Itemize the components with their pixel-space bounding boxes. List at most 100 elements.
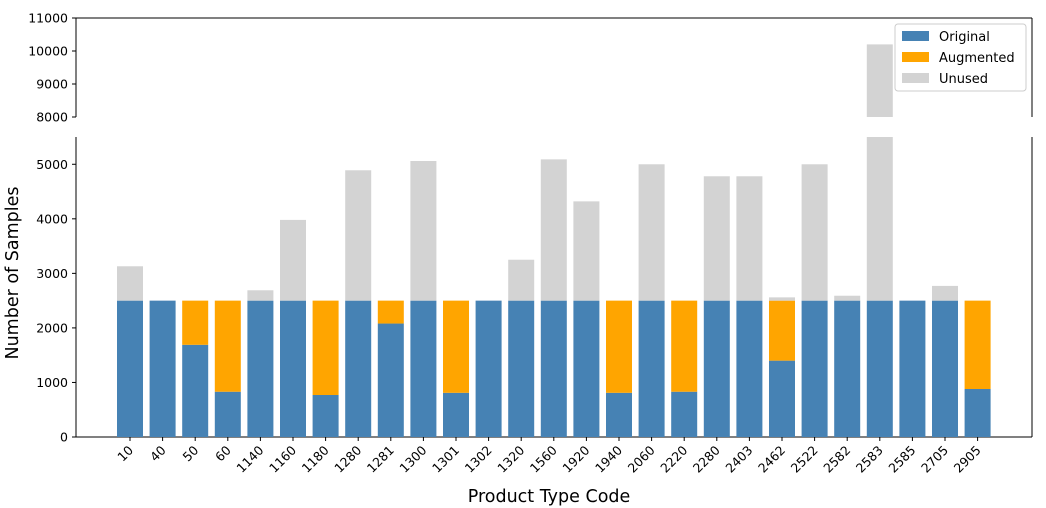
x-tick-label: 1320 <box>494 442 527 475</box>
legend: Original Augmented Unused <box>894 23 1027 92</box>
bar-unused-2403 <box>736 176 763 301</box>
bar-unused-2060 <box>638 164 665 301</box>
bar-unused-1300 <box>410 161 437 301</box>
bar-unused-1160 <box>280 219 306 301</box>
bar-original-60 <box>214 391 241 437</box>
bar-unused-10 <box>117 266 143 301</box>
x-tick-label: 2522 <box>788 443 821 476</box>
x-tick-label: 2280 <box>690 442 723 475</box>
bar-unused-2280 <box>703 176 730 301</box>
x-tick-label: 1140 <box>233 442 266 475</box>
upper-axes <box>75 17 1033 117</box>
bar-original-1940 <box>606 392 632 437</box>
bar-original-2583 <box>866 300 893 437</box>
x-axis-title: Product Type Code <box>468 487 631 507</box>
x-tick-label: 2585 <box>885 443 918 476</box>
bar-original-2220 <box>671 391 698 437</box>
bar-unused-2462 <box>769 297 795 301</box>
x-tick-label: 10 <box>114 442 136 464</box>
bar-augmented-2905 <box>964 300 991 389</box>
y-tick-label: 10000 <box>28 44 68 59</box>
bar-augmented-1940 <box>606 300 632 393</box>
y-tick-label: 2000 <box>36 320 68 335</box>
legend-label-unused: Unused <box>939 72 988 87</box>
y-ticks-group: 8000 9000 10000 11000 0 1000 2000 3000 4000 5000 <box>28 11 76 445</box>
bar-unused-2522 <box>801 164 828 301</box>
x-tick-label: 1301 <box>429 443 462 476</box>
bar-original-1560 <box>540 300 567 437</box>
x-tick-label: 1280 <box>331 442 364 475</box>
bar-original-50 <box>182 344 209 437</box>
y-tick-label: 4000 <box>36 211 68 226</box>
y-tick-label: 3000 <box>36 266 68 281</box>
bar-original-1160 <box>280 300 306 437</box>
x-tick-label: 1940 <box>592 442 625 475</box>
x-tick-label: 1302 <box>462 443 495 476</box>
bar-original-1300 <box>410 300 437 437</box>
bar-original-1920 <box>573 300 600 437</box>
bar-augmented-1180 <box>312 300 339 395</box>
bar-augmented-50 <box>182 300 209 345</box>
y-tick-label: 11000 <box>28 11 68 26</box>
x-tick-label: 2403 <box>722 443 755 476</box>
x-ticks-group: 10 40 50 60 1140 1160 1180 1280 1281 1300 1301 1302… <box>114 437 984 476</box>
bar-upper-unused-2583 <box>866 44 893 117</box>
bar-unused-2583 <box>866 137 893 301</box>
x-tick-label: 1180 <box>299 442 332 475</box>
bar-original-1301 <box>443 392 469 437</box>
bar-original-10 <box>117 300 143 437</box>
bar-augmented-60 <box>214 300 241 392</box>
bar-original-2905 <box>964 389 991 437</box>
bar-augmented-2462 <box>769 300 795 361</box>
bar-original-1302 <box>475 300 502 437</box>
bar-original-2582 <box>834 300 861 437</box>
x-tick-label: 1300 <box>396 442 429 475</box>
x-tick-label: 1160 <box>266 442 299 475</box>
bar-augmented-2220 <box>671 300 698 392</box>
x-tick-label: 2060 <box>625 442 658 475</box>
bar-original-2705 <box>932 300 958 437</box>
bar-original-1280 <box>345 300 372 437</box>
bars-group <box>117 44 991 437</box>
bar-augmented-1281 <box>377 300 404 324</box>
bar-original-2522 <box>801 300 828 437</box>
bar-unused-1280 <box>345 170 372 301</box>
x-tick-label: 50 <box>179 442 201 464</box>
bar-unused-1560 <box>540 159 567 301</box>
bar-augmented-1301 <box>443 300 469 393</box>
y-tick-label: 8000 <box>36 110 68 125</box>
bar-unused-1140 <box>247 290 274 301</box>
x-tick-label: 2582 <box>820 443 853 476</box>
x-tick-label: 2905 <box>951 443 984 476</box>
y-axis-title: Number of Samples <box>3 186 23 359</box>
bar-original-2585 <box>899 300 926 437</box>
bar-original-2403 <box>736 300 763 437</box>
bar-unused-1320 <box>508 259 535 301</box>
bar-original-2462 <box>769 360 795 437</box>
bar-original-1281 <box>377 323 404 437</box>
legend-label-original: Original <box>939 30 990 45</box>
x-tick-label: 40 <box>147 442 169 464</box>
x-tick-label: 1281 <box>364 443 397 476</box>
x-tick-label: 2220 <box>657 442 690 475</box>
bar-original-2280 <box>703 300 730 437</box>
legend-swatch-original <box>902 31 929 41</box>
bar-unused-2705 <box>932 285 958 301</box>
bar-original-1320 <box>508 300 535 437</box>
bar-unused-1920 <box>573 201 600 301</box>
x-tick-label: 1920 <box>559 442 592 475</box>
y-tick-label: 5000 <box>36 157 68 172</box>
bar-original-2060 <box>638 300 665 437</box>
y-tick-label: 1000 <box>36 375 68 390</box>
bar-original-1180 <box>312 395 339 437</box>
legend-label-augmented: Augmented <box>939 51 1015 66</box>
y-tick-label: 9000 <box>36 77 68 92</box>
x-tick-label: 1560 <box>527 442 560 475</box>
bar-original-40 <box>149 300 176 437</box>
x-tick-label: 2462 <box>755 443 788 476</box>
bar-unused-2582 <box>834 295 861 301</box>
x-tick-label: 2705 <box>918 443 951 476</box>
legend-swatch-augmented <box>902 52 929 62</box>
x-tick-label: 60 <box>212 442 234 464</box>
